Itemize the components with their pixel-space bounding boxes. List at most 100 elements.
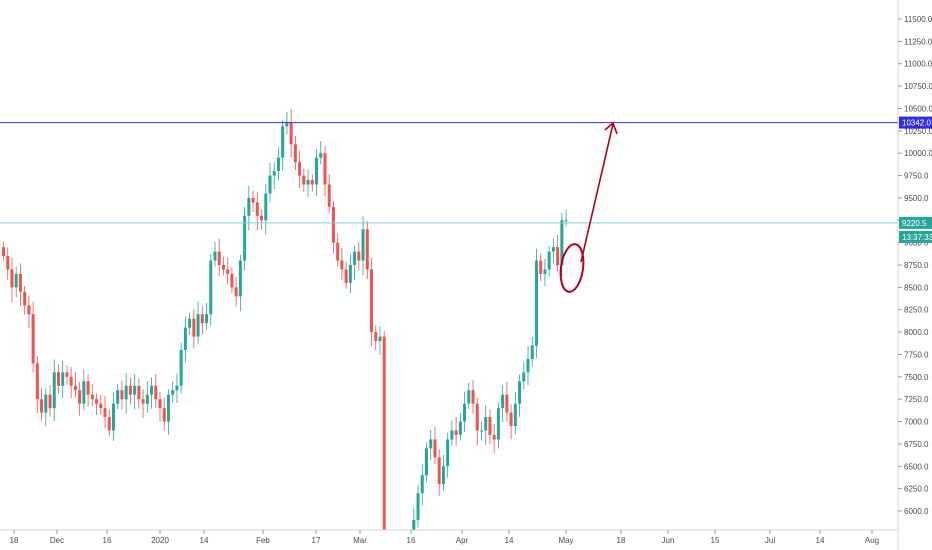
candle-body: [412, 519, 416, 530]
y-tick-label: 6750.0: [904, 440, 929, 449]
candle-body: [319, 153, 323, 158]
x-tick-label: Mar: [353, 536, 367, 545]
x-tick-label: 2020: [151, 536, 169, 545]
candle-body: [78, 390, 82, 404]
candle-body: [293, 144, 297, 163]
candle-body: [272, 171, 276, 176]
y-tick-label: 8750.0: [904, 261, 929, 270]
candle-body: [196, 314, 200, 337]
candle-body: [205, 314, 209, 324]
candle-body: [420, 475, 424, 494]
candle-body: [433, 439, 437, 458]
candle-body: [306, 180, 310, 185]
candle-body: [162, 408, 166, 422]
candle-body: [458, 421, 462, 435]
candle-body: [551, 247, 555, 252]
candle-body: [171, 390, 175, 395]
x-tick-label: Jun: [662, 536, 675, 545]
price-tag-box: [899, 216, 932, 229]
candle-body: [276, 157, 280, 172]
candle-body: [357, 251, 361, 261]
candle-body: [188, 318, 192, 328]
candle-body: [488, 417, 492, 435]
candle-body: [209, 260, 213, 315]
candle-body: [471, 390, 475, 404]
candle-body: [133, 385, 137, 395]
candle-body: [243, 215, 247, 261]
candle-body: [530, 345, 534, 359]
candle-body: [361, 229, 365, 261]
annotations-layer: [559, 121, 618, 293]
x-tick-label: 18: [617, 536, 626, 545]
candle-body: [82, 381, 86, 404]
x-tick-label: Aug: [865, 536, 879, 545]
candle-body: [166, 394, 170, 422]
candle-body: [522, 372, 526, 382]
candle-body: [547, 251, 551, 270]
candle-body: [378, 336, 382, 342]
candle-body: [429, 439, 433, 449]
candle-body: [6, 256, 10, 270]
candle-body: [69, 376, 73, 386]
candle-body: [179, 349, 183, 386]
candle-body: [128, 385, 132, 395]
candle-body: [441, 466, 445, 485]
y-tick-label: 7000.0: [904, 418, 929, 427]
y-tick-label: 7500.0: [904, 373, 929, 382]
candle-body: [255, 202, 259, 216]
candle-body: [230, 273, 234, 288]
candle-body: [10, 269, 14, 288]
candle-body: [518, 381, 522, 404]
candle-body: [234, 287, 238, 297]
candle-body: [61, 372, 65, 386]
y-tick-label: 9500.0: [904, 194, 929, 203]
countdown-label: 13:37:33: [902, 233, 932, 242]
countdown-box: [899, 230, 932, 243]
candle-body: [137, 385, 141, 400]
y-tick-label: 7250.0: [904, 395, 929, 404]
candle-body: [285, 121, 289, 127]
candle-body: [281, 126, 285, 158]
candle-body: [52, 372, 56, 409]
candle-body: [65, 372, 69, 377]
candle-body: [14, 273, 18, 288]
candle-body: [48, 394, 52, 409]
y-tick-label: 10000.0: [904, 149, 932, 158]
candle-body: [454, 430, 458, 435]
candle-body: [475, 403, 479, 431]
candle-body: [192, 318, 196, 337]
x-tick-label: 16: [103, 536, 112, 545]
candle-body: [556, 247, 560, 265]
y-tick-label: 6500.0: [904, 462, 929, 471]
candle-body: [509, 412, 513, 427]
price-tags-layer: 10342.0 9220.5 13:37:33: [899, 116, 932, 243]
candle-body: [18, 273, 22, 292]
candle-body: [446, 439, 450, 467]
y-tick-label: 8000.0: [904, 328, 929, 337]
x-tick-label: Feb: [256, 536, 270, 545]
candle-body: [247, 197, 251, 216]
candle-body: [492, 434, 496, 440]
candle-body: [111, 403, 115, 431]
candle-body: [365, 229, 369, 270]
candle-body: [221, 265, 225, 270]
candle-body: [425, 448, 428, 476]
candle-body: [374, 332, 378, 342]
candle-body: [370, 269, 374, 333]
candle-body: [264, 193, 268, 221]
candle-body: [310, 180, 314, 185]
candle-body: [539, 260, 543, 274]
x-tick-label: 17: [312, 536, 321, 545]
y-tick-label: 8250.0: [904, 306, 929, 315]
x-tick-label: Apr: [456, 536, 469, 545]
candle-body: [90, 394, 94, 400]
candle-body: [107, 417, 111, 431]
candle-body: [560, 220, 564, 265]
candle-body: [40, 399, 44, 413]
candle-body: [183, 327, 187, 350]
annotation-circle: [559, 243, 585, 293]
price-tag-label: 9220.5: [902, 219, 927, 228]
